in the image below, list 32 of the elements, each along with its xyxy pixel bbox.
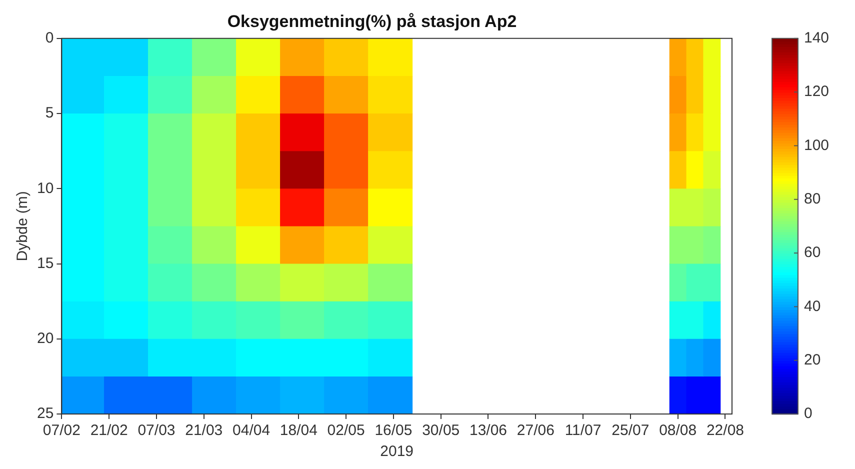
x-tick-label: 18/04	[280, 422, 318, 440]
x-tick-label: 21/02	[90, 422, 128, 440]
color-bar-label: 80	[804, 190, 821, 208]
x-tick-label: 27/06	[516, 422, 554, 440]
x-tick-label: 25/07	[612, 422, 650, 440]
x-axis-title: 2019	[380, 443, 414, 460]
y-tick-label: 20	[36, 330, 54, 348]
y-axis-title: Dybde (m)	[14, 191, 32, 262]
x-tick-label: 02/05	[327, 422, 365, 440]
x-tick-label: 13/06	[469, 422, 508, 440]
y-tick-label: 0	[45, 30, 54, 47]
color-bar-label: 40	[804, 298, 821, 315]
color-bar-label: 100	[804, 136, 830, 154]
color-bar-label: 20	[804, 351, 821, 368]
y-tick-label: 15	[36, 254, 54, 272]
x-tick-label: 22/08	[706, 422, 744, 440]
y-tick-label: 25	[36, 405, 54, 422]
color-bar-label: 0	[804, 405, 812, 422]
color-bar-label: 60	[804, 244, 821, 262]
color-bar-label: 140	[804, 30, 830, 47]
x-tick-label: 16/05	[374, 422, 412, 440]
y-tick-label: 10	[36, 180, 54, 197]
x-tick-label: 07/03	[138, 422, 176, 440]
chart-title: Oksygenmetning(%) på stasjon Ap2	[227, 12, 517, 31]
x-tick-label: 04/04	[232, 422, 270, 440]
x-tick-label: 21/03	[185, 422, 223, 440]
y-tick-label: 5	[45, 104, 54, 122]
x-tick-label: 07/02	[42, 422, 80, 440]
x-tick-label: 11/07	[564, 422, 602, 440]
x-tick-label: 08/08	[659, 422, 697, 440]
x-tick-label: 30/05	[422, 422, 460, 440]
color-bar-label: 120	[804, 83, 830, 100]
